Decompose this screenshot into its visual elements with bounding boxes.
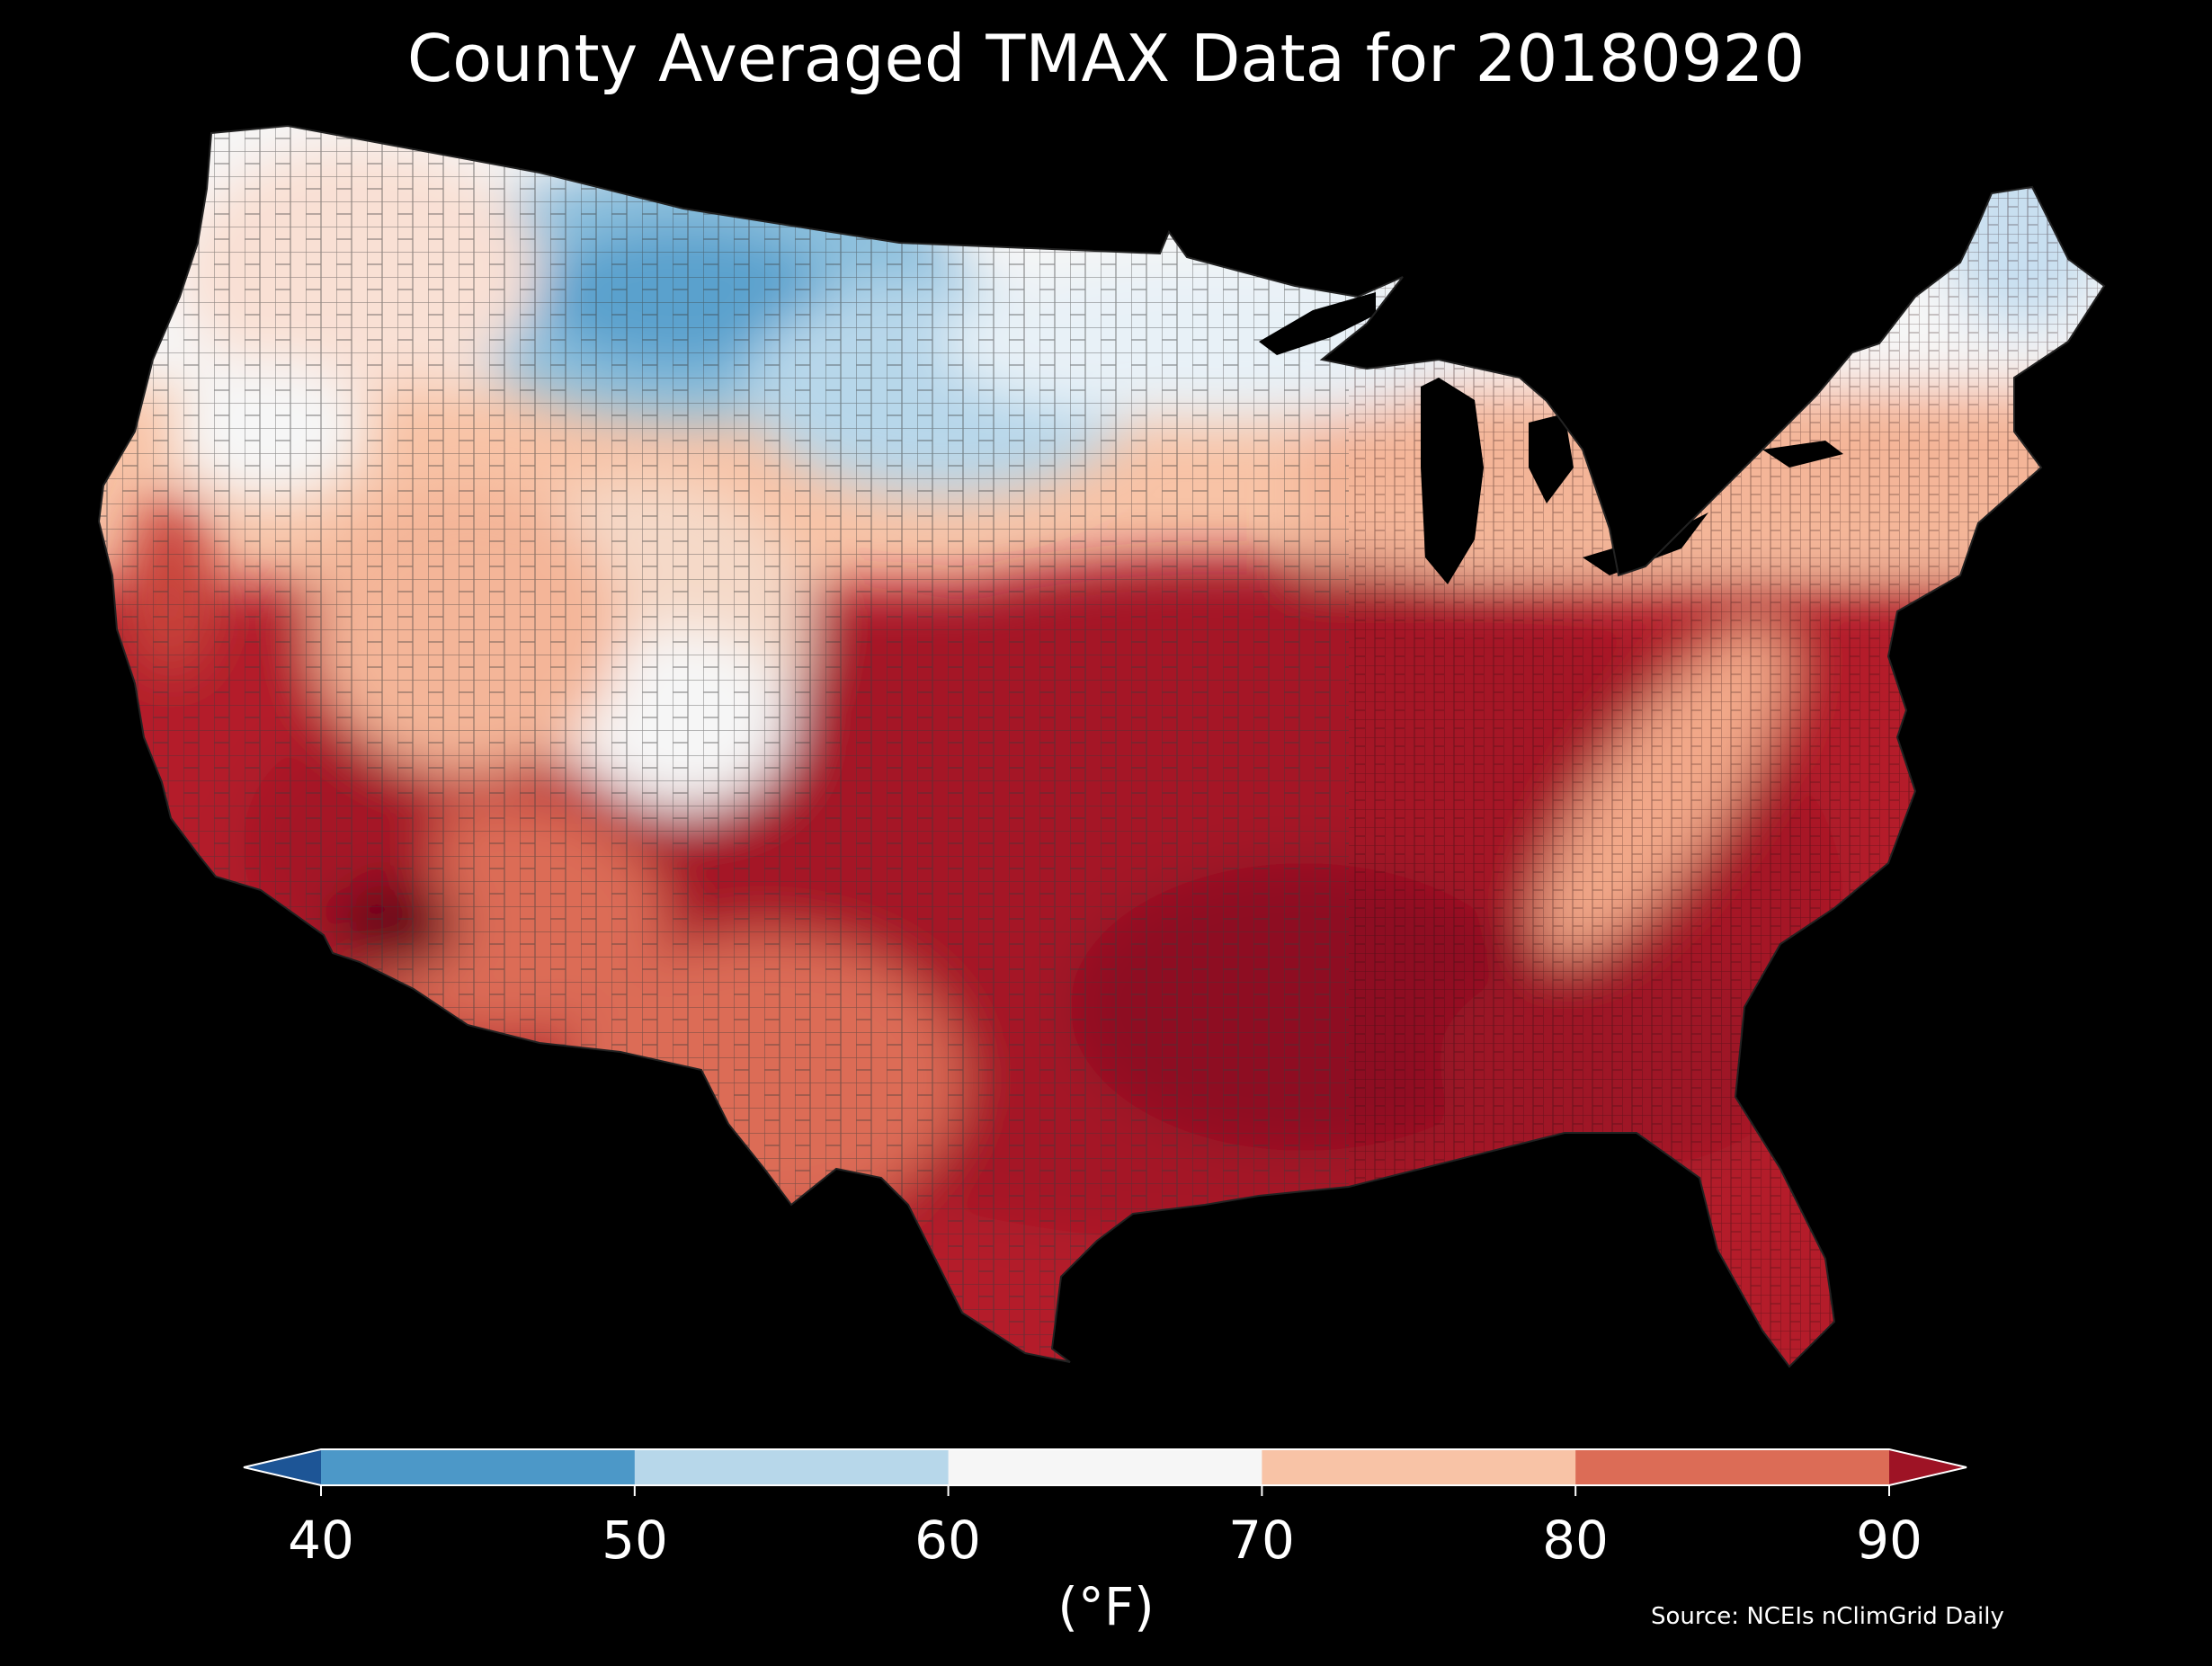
colorbar-unit-label: (°F) [1057,1576,1155,1637]
colorbar-tick-70: 70 [1228,1510,1295,1571]
colorbar-tick-50: 50 [602,1510,668,1571]
colorbar-bin-80-90 [1575,1449,1890,1485]
colorbar-extend-low [244,1449,321,1485]
colorbar-bin-50-60 [634,1449,950,1485]
colorbar-tick-90: 90 [1856,1510,1922,1571]
colorbar-bin-70-80 [1262,1449,1576,1485]
colorbar-bin-40-50 [321,1449,636,1485]
colorbar-tick-80: 80 [1542,1510,1609,1571]
colorbar-bin-60-70 [948,1449,1262,1485]
colorbar-tick-40: 40 [288,1510,354,1571]
source-credit: Source: NCEIs nClimGrid Daily [1651,1603,2004,1630]
colorbar-tick-60: 60 [914,1510,981,1571]
map-title: County Averaged TMAX Data for 20180920 [406,21,1806,96]
colorbar-extend-high [1889,1449,1967,1485]
